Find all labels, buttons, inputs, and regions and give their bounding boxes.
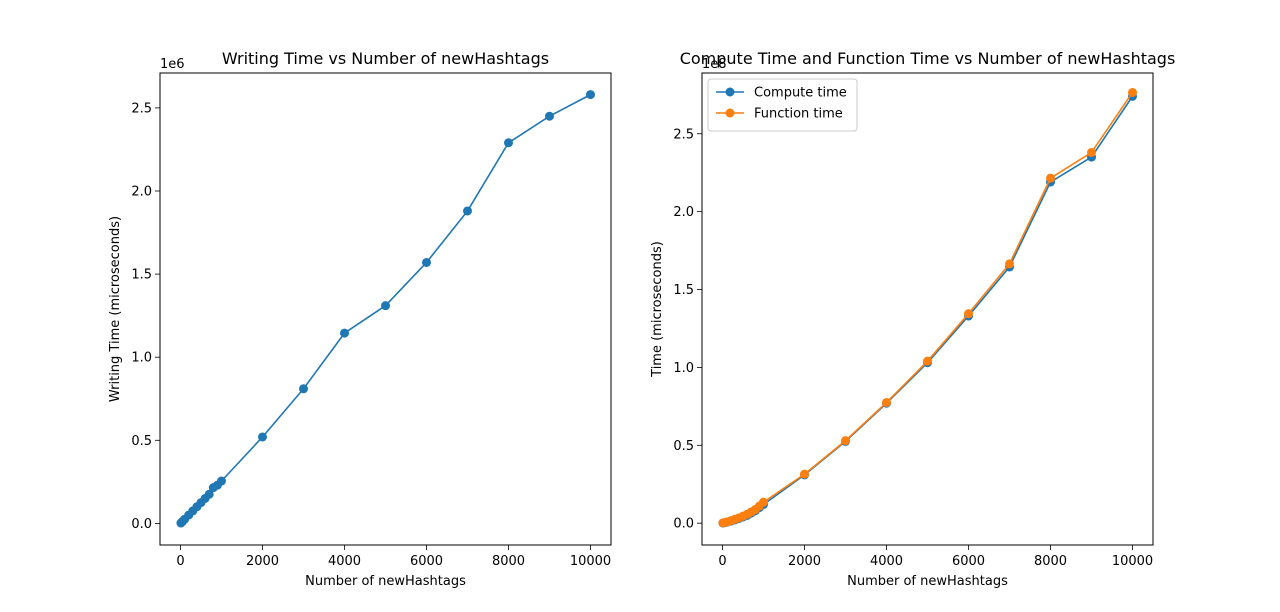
chart-0-title: Writing Time vs Number of newHashtags (222, 49, 549, 68)
chart-1-y-offset-label: 1e8 (702, 57, 727, 72)
chart-0-series-0-point (381, 301, 390, 311)
chart-1-y-tick-label: 1.5 (673, 283, 694, 298)
chart-1-x-tick-label: 10000 (1112, 554, 1153, 569)
chart-0-y-axis-label: Writing Time (microseconds) (108, 216, 123, 402)
chart-0-x-tick-label: 2000 (246, 554, 279, 569)
chart-0-series-0-point (463, 206, 472, 216)
chart-0-x-tick-label: 8000 (492, 554, 525, 569)
chart-1-legend-label-0: Compute time (754, 86, 847, 101)
chart-0-y-tick-label: 0.0 (131, 517, 152, 532)
chart-0-series-0-point (340, 328, 349, 338)
chart-0-series-0-point (422, 257, 431, 267)
chart-1-y-axis-label: Time (microseconds) (650, 241, 665, 378)
chart-1-series-1-point (1046, 173, 1055, 183)
chart-1-axes-frame (701, 72, 1154, 546)
chart-1-legend-frame (707, 78, 858, 132)
chart-0-series-0-point (299, 384, 308, 394)
chart-0-x-tick-label: 4000 (328, 554, 361, 569)
chart-1-title: Compute Time and Function Time vs Number… (680, 49, 1176, 68)
chart-0-x-tick-label: 10000 (570, 554, 611, 569)
chart-0-y-tick-label: 0.5 (131, 434, 152, 449)
chart-1-x-tick-label: 8000 (1034, 554, 1067, 569)
chart-compute-function-time: 0 2000 4000 6000 8000 10000 0.0 0.5 1.0 1.5 2.0 2.5… (650, 49, 1175, 589)
chart-1-series-1-point (923, 356, 932, 366)
chart-0-y-tick-label: 2.5 (131, 101, 152, 116)
chart-0-series-0-point (217, 476, 226, 486)
chart-1-series-1-point (841, 436, 850, 446)
chart-0-series-0-point (545, 111, 554, 121)
chart-1-legend-marker-1 (725, 108, 735, 118)
chart-1-x-tick-label: 2000 (788, 554, 821, 569)
chart-1-x-axis-label: Number of newHashtags (847, 574, 1008, 589)
chart-1-legend: Compute time Function time (707, 78, 858, 132)
chart-0-axes-frame (159, 72, 612, 546)
chart-1-y-tick-label: 2.0 (673, 205, 694, 220)
chart-1-legend-label-1: Function time (754, 107, 843, 122)
chart-0-y-tick-label: 2.0 (131, 185, 152, 200)
chart-1-series-1-point (964, 309, 973, 319)
chart-1-series-1-point (1005, 259, 1014, 269)
chart-1-x-tick-label: 0 (718, 554, 726, 569)
chart-1-x-tick-label: 6000 (952, 554, 985, 569)
chart-0-x-tick-label: 0 (176, 554, 184, 569)
chart-1-series-1-point (759, 497, 768, 507)
chart-1-x-tick-label: 4000 (870, 554, 903, 569)
chart-1-series-1-point (1128, 87, 1137, 97)
chart-writing-time: 0 2000 4000 6000 8000 10000 0.0 0.5 1.0 1.5 2.0 2.5… (108, 49, 612, 589)
chart-1-y-tick-label: 1.0 (673, 361, 694, 376)
chart-0-series-0-point (204, 489, 214, 499)
chart-0-series-0-point (258, 432, 267, 442)
chart-0-series-0-point (586, 90, 595, 100)
chart-0-y-tick-label: 1.5 (131, 268, 152, 283)
chart-1-y-tick-label: 0.0 (673, 517, 694, 532)
chart-1-series-1-point (882, 397, 891, 407)
chart-0-series-0-point (504, 138, 513, 148)
chart-1-series-1-point (800, 469, 809, 479)
chart-1-y-tick-label: 2.5 (673, 127, 694, 142)
chart-1-legend-marker-0 (725, 87, 735, 97)
chart-0-x-axis-label: Number of newHashtags (305, 574, 466, 589)
chart-0-x-tick-label: 6000 (410, 554, 443, 569)
chart-1-series-1-point (1087, 147, 1096, 157)
chart-0-y-offset-label: 1e6 (160, 57, 185, 72)
chart-0-y-tick-label: 1.0 (131, 351, 152, 366)
chart-1-y-tick-label: 0.5 (673, 439, 694, 454)
